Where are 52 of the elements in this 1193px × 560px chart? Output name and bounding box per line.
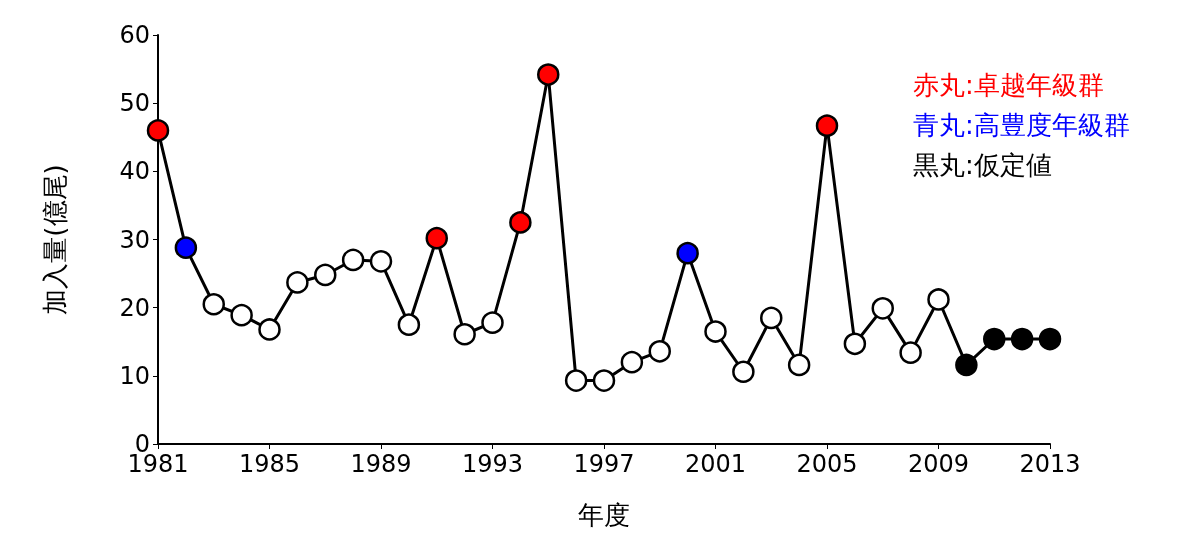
x-tick-label: 1989 — [350, 450, 412, 478]
point — [146, 119, 170, 142]
x-tick-label: 2005 — [796, 450, 858, 478]
point — [453, 323, 476, 346]
y-tick-label: 60 — [119, 21, 150, 49]
point — [732, 360, 755, 383]
point — [481, 311, 504, 334]
x-tick-label: 1993 — [461, 450, 524, 478]
annotation: 青丸:高豊度年級群 — [913, 110, 1130, 140]
point — [620, 350, 644, 374]
point — [676, 241, 699, 265]
point — [983, 327, 1006, 351]
point — [314, 263, 337, 287]
point — [648, 340, 671, 363]
point — [1038, 327, 1062, 351]
point — [760, 306, 783, 330]
point — [537, 63, 560, 86]
point — [258, 318, 281, 341]
point — [286, 271, 309, 294]
y-tick-label: 50 — [119, 89, 150, 118]
point — [592, 369, 616, 392]
annotation: 黒丸:仮定値 — [913, 150, 1052, 180]
point — [174, 236, 198, 259]
x-tick-label: 2013 — [1019, 450, 1081, 478]
point — [202, 293, 225, 316]
point — [815, 114, 839, 137]
point — [397, 313, 421, 336]
point — [843, 332, 867, 356]
x-tick-label: 2001 — [684, 450, 747, 478]
y-axis-title: 加入量(億尾) — [40, 164, 70, 315]
point — [787, 353, 811, 377]
x-axis-title: 年度 — [578, 500, 630, 530]
point — [871, 297, 894, 320]
y-tick-label: 10 — [119, 361, 150, 390]
point — [1010, 327, 1034, 351]
y-tick-label: 40 — [119, 157, 150, 186]
point — [230, 303, 253, 327]
point — [341, 248, 365, 272]
y-tick-label: 30 — [119, 225, 150, 254]
point — [509, 211, 532, 234]
annotation: 赤丸:卓越年級群 — [913, 70, 1104, 100]
point — [369, 250, 393, 273]
point — [955, 353, 978, 377]
point — [564, 369, 588, 392]
x-tick-label: 1985 — [238, 450, 301, 478]
point — [899, 341, 922, 364]
x-tick-label: 1997 — [573, 450, 635, 478]
y-tick-label: 20 — [119, 293, 150, 322]
x-tick-label: 2009 — [907, 450, 970, 478]
point — [425, 226, 448, 250]
point — [927, 288, 950, 311]
point — [704, 320, 727, 343]
